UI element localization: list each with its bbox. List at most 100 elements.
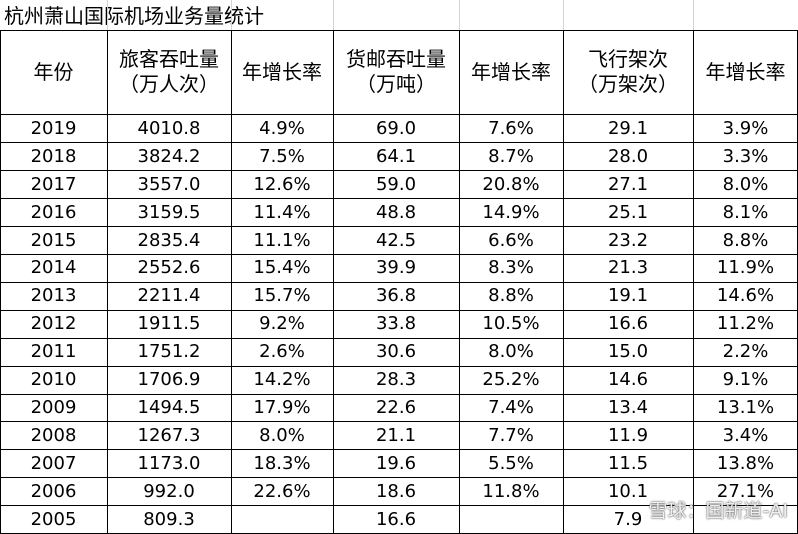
cell-border [0,309,798,311]
gridline [106,0,108,30]
cell-border [230,30,232,534]
table-cell: 25.1 [607,201,649,223]
table-cell: 18.3% [253,453,311,475]
table-cell: 1751.2 [137,341,201,363]
cell-border [562,30,564,534]
header-text: 年增长率 [242,59,322,84]
table-cell: 2013 [30,285,77,307]
cell-border [0,197,798,199]
table-cell: 2012 [30,313,77,335]
table-cell: 2010 [30,369,77,391]
table-cell: 11.8% [482,481,540,503]
table-cell: 13.4 [607,397,649,419]
cell-border [0,449,798,451]
table-cell: 2211.4 [137,285,201,307]
table-cell: 64.1 [375,145,417,167]
header-text: 年份 [33,59,74,84]
table-cell: 27.1% [716,481,775,503]
table-cell: 1173.0 [137,453,201,475]
table-cell: 2019 [30,117,77,139]
table-cell: 21.3 [607,257,649,279]
cell-border [0,421,798,423]
table-cell: 14.6% [716,285,775,307]
table-cell: 20.8% [482,173,540,195]
table-cell: 11.2% [716,313,775,335]
cell-border [332,30,334,534]
table-cell: 2006 [30,481,77,503]
table-cell: 9.1% [722,369,769,391]
table-cell: 23.2 [607,229,649,251]
table-cell: 8.8% [722,229,769,251]
table-cell: 17.9% [253,397,311,419]
cell-border [0,337,798,339]
table-cell: 16.6 [607,313,649,335]
header-text: 旅客吞吐量 [119,47,219,71]
gridline [562,0,564,30]
gridline [692,0,694,30]
table-cell: 8.0% [722,173,769,195]
header-cell: 年份 [0,30,107,114]
header-cell: 货邮吞吐量 （万吨） [333,30,459,114]
table-cell: 25.2% [482,369,540,391]
cell-border [0,365,798,367]
table-cell: 14.9% [482,201,540,223]
table-cell: 2017 [30,173,77,195]
watermark: 雪球：国新道-AI [648,500,788,522]
table-cell: 28.3 [375,369,417,391]
table-cell: 42.5 [375,229,417,251]
header-text: （万人次） [119,72,219,96]
table-cell: 10.1 [607,481,649,503]
table-cell: 15.7% [253,285,311,307]
table-cell: 8.8% [488,285,534,307]
table-cell: 48.8 [375,201,417,223]
table-cell: 5.5% [488,453,534,475]
table-cell: 3557.0 [137,173,201,195]
table-cell: 3.3% [722,145,769,167]
cell-border [0,477,798,479]
header-cell: 旅客吞吐量 （万人次） [107,30,231,114]
table-cell: 6.6% [488,229,534,251]
table-cell: 69.0 [375,117,417,139]
table-cell: 8.3% [488,257,534,279]
table-cell: 13.1% [716,397,775,419]
table-cell: 2008 [30,425,77,447]
table-cell: 2014 [30,257,77,279]
table-cell: 27.1 [607,173,649,195]
table-cell: 7.7% [488,425,534,447]
table-cell: 19.6 [375,453,417,475]
table-cell: 3824.2 [137,145,201,167]
header-text: 飞行架次 [588,47,668,71]
gridline [458,0,460,30]
table-cell: 8.0% [259,425,305,447]
cell-border [0,30,1,534]
cell-border [0,253,798,255]
cell-border [458,30,460,534]
table-cell: 11.1% [253,229,311,251]
table-cell: 4.9% [259,117,305,139]
table-cell: 13.8% [716,453,775,475]
table-cell: 4010.8 [137,117,201,139]
table-cell: 11.5 [607,453,649,475]
table-cell: 2835.4 [137,229,201,251]
table-cell: 2.2% [722,341,769,363]
table-cell: 1267.3 [137,425,201,447]
table-cell: 59.0 [375,173,417,195]
table-cell: 3159.5 [137,201,201,223]
table-cell: 2005 [30,509,77,531]
table-cell: 1494.5 [137,397,201,419]
header-text: （万吨） [356,72,436,96]
table-cell: 8.0% [488,341,534,363]
cell-border [0,114,798,115]
table-cell: 7.6% [488,117,534,139]
table-cell: 11.9% [716,257,775,279]
cell-border [692,30,694,534]
table-cell: 2016 [30,201,77,223]
table-cell: 22.6% [253,481,311,503]
table-cell: 10.5% [482,313,540,335]
cell-border [0,281,798,283]
header-text: 年增长率 [471,59,551,84]
table-cell: 11.4% [253,201,311,223]
gridline [230,0,232,30]
cell-border [0,225,798,227]
